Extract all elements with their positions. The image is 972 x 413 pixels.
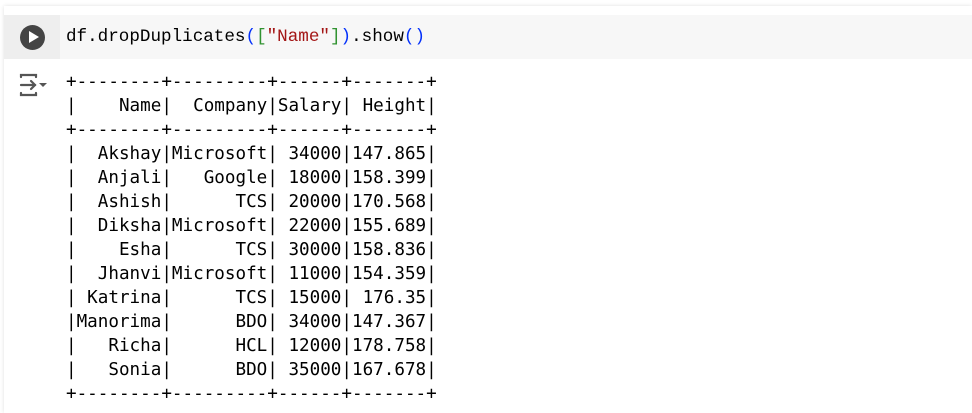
code-cell: df.dropDuplicates(["Name"]).show() +----…: [4, 6, 972, 413]
table-row: |Manorima| BDO| 34000|147.367|: [66, 312, 437, 332]
table-row: | Esha| TCS| 30000|158.836|: [66, 240, 437, 260]
table-row: | Sonia| BDO| 35000|167.678|: [66, 360, 437, 380]
code-editor[interactable]: df.dropDuplicates(["Name"]).show(): [66, 25, 425, 49]
code-token: [: [256, 27, 267, 47]
table-row: | Anjali| Google| 18000|158.399|: [66, 168, 437, 188]
table-row: | Katrina| TCS| 15000| 176.35|: [66, 288, 437, 308]
table-border: +--------+---------+------+-------+: [66, 120, 437, 140]
cell-gutter: [4, 15, 60, 59]
code-editor-row: df.dropDuplicates(["Name"]).show(): [4, 15, 972, 59]
table-row: | Richa| HCL| 12000|178.758|: [66, 336, 437, 356]
table-border: +--------+---------+------+-------+: [66, 384, 437, 404]
table-row: | Ashish| TCS| 20000|170.568|: [66, 192, 437, 212]
code-token: ): [340, 27, 352, 47]
output-table-text: +--------+---------+------+-------+ | Na…: [66, 70, 437, 406]
output-toggle-icon[interactable]: [18, 72, 48, 98]
code-token: df.dropDuplicates: [66, 27, 246, 47]
table-row: | Diksha|Microsoft| 22000|155.689|: [66, 216, 437, 236]
code-token: ]: [329, 27, 341, 47]
table-row: | Jhanvi|Microsoft| 11000|154.359|: [66, 264, 437, 284]
code-token: (: [245, 27, 257, 47]
table-border: +--------+---------+------+-------+: [66, 72, 437, 92]
code-token: .show: [351, 27, 404, 47]
run-cell-button[interactable]: [20, 25, 45, 50]
table-header: | Name| Company|Salary| Height|: [66, 96, 437, 116]
code-string: "Name": [266, 27, 330, 47]
code-token: (): [403, 27, 426, 47]
table-row: | Akshay|Microsoft| 34000|147.865|: [66, 144, 437, 164]
